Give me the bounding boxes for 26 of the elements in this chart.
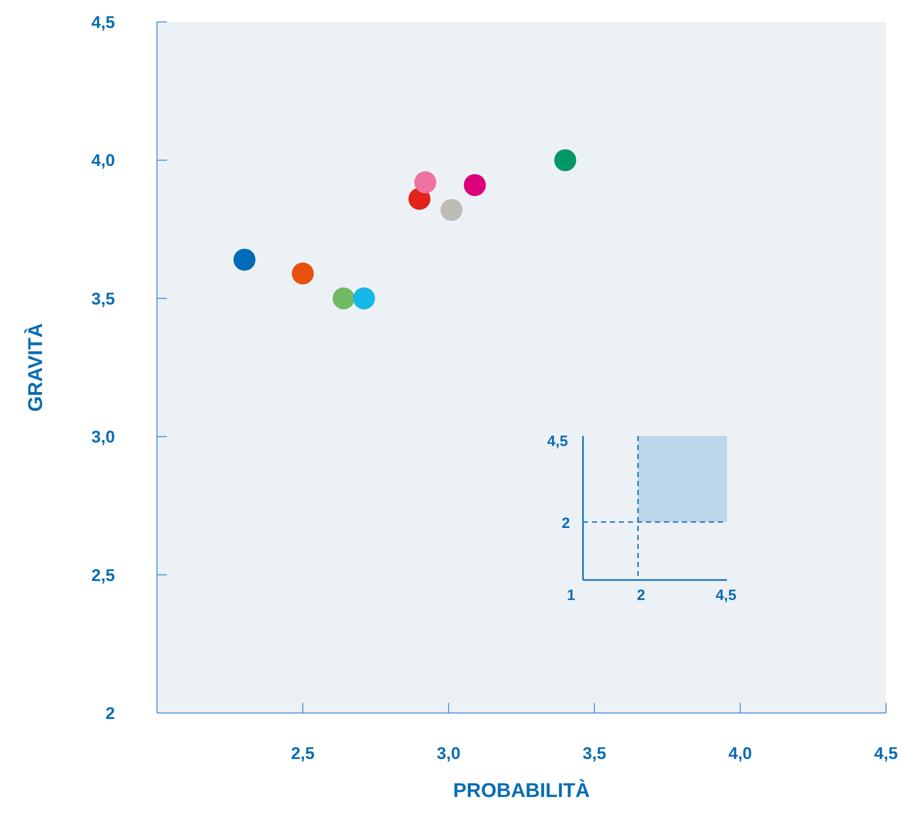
x-tick-label: 3,0	[436, 744, 460, 764]
annotation: 4,5	[547, 433, 568, 450]
x-tick-label: 2,5	[290, 744, 315, 764]
x-tick-label: 4,0	[728, 744, 752, 764]
annotation: 2	[636, 587, 646, 604]
x-axis-title: PROBABILITÀ	[453, 779, 590, 802]
y-tick-label: 4,0	[91, 151, 115, 170]
y-tick-label: 3,0	[91, 428, 115, 447]
point	[464, 174, 486, 196]
annotation: 4,5	[716, 587, 736, 604]
point	[292, 262, 314, 285]
y-tick-label: 4,5	[91, 13, 115, 32]
x-tick-label: 4,5	[874, 744, 898, 764]
y-axis-title: GRAVITÀ	[24, 323, 48, 412]
annotation: 2	[562, 515, 570, 532]
x-tick-label: 3,5	[582, 744, 606, 764]
y-tick-label: 3,5	[91, 289, 115, 308]
annotation: 1	[566, 587, 576, 604]
point	[554, 149, 576, 172]
point	[414, 171, 436, 194]
y-tick-label: 2,5	[91, 566, 115, 585]
point	[440, 198, 463, 221]
point	[332, 287, 355, 310]
point	[353, 287, 376, 310]
point	[233, 248, 256, 271]
y-tick-label: 2	[106, 704, 115, 724]
